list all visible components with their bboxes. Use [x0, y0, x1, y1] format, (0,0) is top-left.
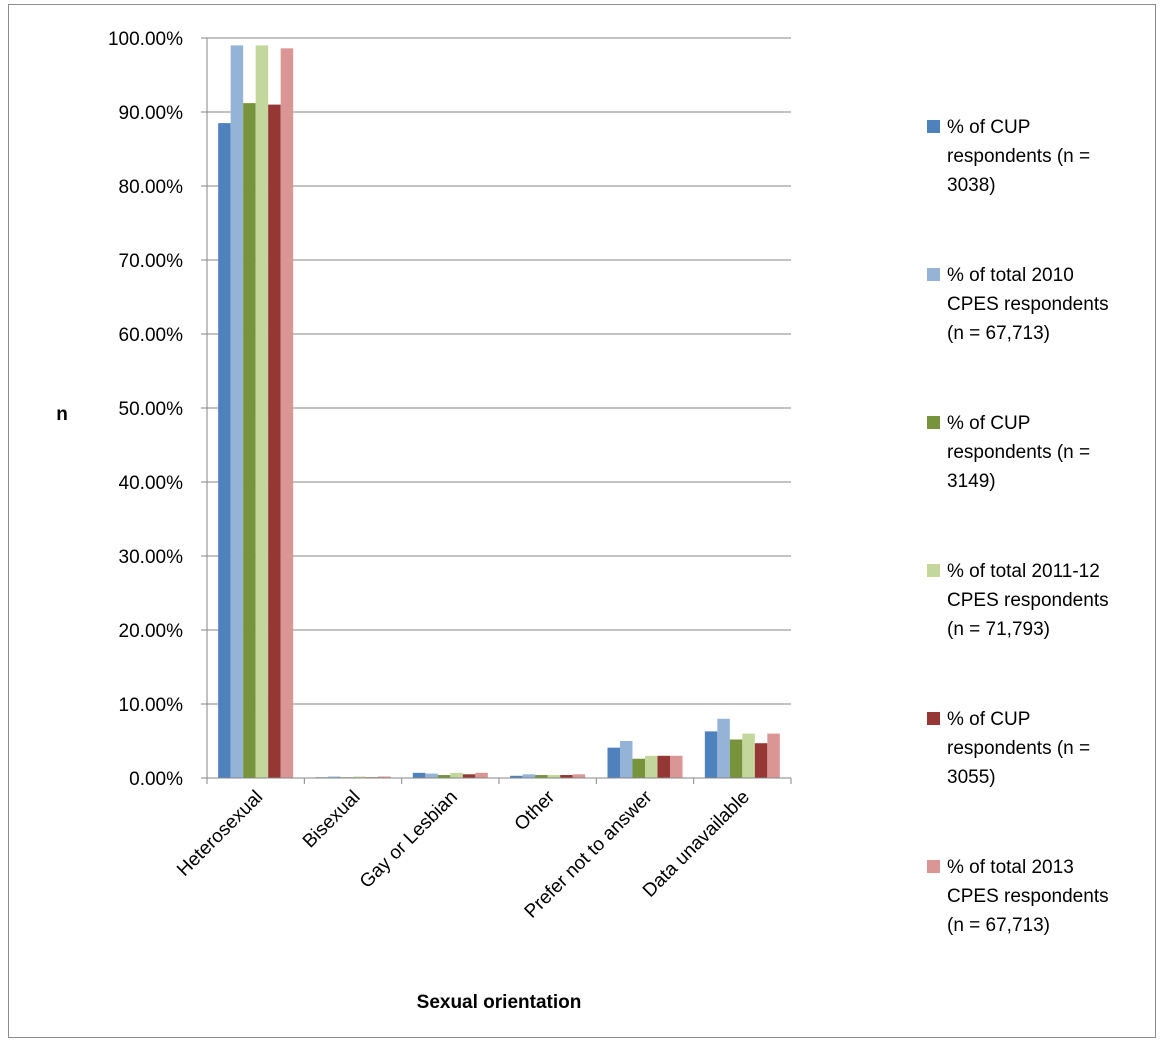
bar — [523, 774, 536, 778]
y-axis-title: n — [56, 404, 68, 425]
legend-item: % of total 2010 CPES respondents (n = 67,7… — [927, 265, 1109, 344]
y-axis-ticks: 0.00% 10.00% 20.00% 30.00% 40.00% 50.00% 60.00… — [108, 29, 183, 790]
legend-item: % of CUP respondents (n = 3055) — [927, 709, 1090, 788]
legend-label: (n = 67,713) — [947, 915, 1050, 936]
legend-item: % of total 2011-12 CPES respondents (n = 7… — [927, 561, 1109, 640]
bar — [450, 773, 463, 778]
bar — [413, 773, 426, 778]
x-category-label: Heterosexual — [173, 787, 267, 881]
legend-label: 3038) — [947, 175, 996, 196]
bar — [268, 105, 281, 778]
bar — [608, 748, 621, 778]
y-tick-label: 10.00% — [119, 695, 184, 716]
y-tick-label: 70.00% — [119, 251, 184, 272]
legend-swatch — [927, 416, 940, 429]
bar — [755, 743, 768, 778]
legend-label: CPES respondents — [947, 590, 1109, 611]
bar — [425, 774, 438, 778]
legend-label: (n = 71,793) — [947, 619, 1050, 640]
axes — [207, 38, 791, 784]
y-tick-label: 30.00% — [119, 547, 184, 568]
legend-label: CPES respondents — [947, 294, 1109, 315]
legend-label: CPES respondents — [947, 886, 1109, 907]
bar — [717, 719, 730, 778]
legend-swatch — [927, 120, 940, 133]
legend-label: (n = 67,713) — [947, 323, 1050, 344]
legend-label: 3055) — [947, 767, 996, 788]
legend-label: % of CUP — [947, 709, 1030, 730]
y-tick-label: 40.00% — [119, 473, 184, 494]
bar — [243, 103, 256, 778]
y-tick-label: 100.00% — [108, 29, 183, 50]
x-axis-title: Sexual orientation — [417, 992, 582, 1013]
legend-item: % of total 2013 CPES respondents (n = 67,7… — [927, 857, 1109, 936]
legend-swatch — [927, 860, 940, 873]
x-category-label: Other — [511, 786, 560, 835]
bar — [281, 48, 294, 778]
legend-label: % of CUP — [947, 413, 1030, 434]
bar — [620, 741, 633, 778]
y-tick-label: 80.00% — [119, 177, 184, 198]
bar — [231, 45, 244, 778]
legend-label: % of total 2013 — [947, 857, 1074, 878]
bar — [742, 734, 755, 778]
legend-label: respondents (n = — [947, 738, 1090, 759]
bar — [767, 734, 780, 778]
bar — [256, 45, 269, 778]
x-category-label: Bisexual — [299, 787, 365, 853]
legend-label: respondents (n = — [947, 442, 1090, 463]
legend: % of CUP respondents (n = 3038) % of total … — [927, 117, 1109, 936]
y-tick-label: 20.00% — [119, 621, 184, 642]
legend-label: % of total 2011-12 — [947, 561, 1100, 582]
legend-swatch — [927, 564, 940, 577]
legend-label: 3149) — [947, 471, 996, 492]
legend-label: % of total 2010 — [947, 265, 1074, 286]
y-tick-label: 90.00% — [119, 103, 184, 124]
bar — [463, 774, 476, 778]
legend-item: % of CUP respondents (n = 3038) — [927, 117, 1090, 196]
x-category-label: Gay or Lesbian — [356, 787, 462, 893]
legend-swatch — [927, 712, 940, 725]
bar — [645, 756, 658, 778]
bar-series — [218, 45, 780, 778]
bar — [658, 756, 671, 778]
y-tick-label: 60.00% — [119, 325, 184, 346]
y-tick-label: 0.00% — [129, 769, 183, 790]
bar — [730, 740, 743, 778]
legend-label: respondents (n = — [947, 146, 1090, 167]
bar — [633, 759, 646, 778]
bar — [218, 123, 231, 778]
bar — [573, 774, 586, 778]
legend-item: % of CUP respondents (n = 3149) — [927, 413, 1090, 492]
bar — [475, 773, 488, 778]
legend-swatch — [927, 268, 940, 281]
y-tick-label: 50.00% — [119, 399, 184, 420]
bar — [670, 756, 683, 778]
bar — [705, 731, 718, 778]
x-category-label: Data unavailable — [639, 787, 754, 902]
legend-label: % of CUP — [947, 117, 1030, 138]
